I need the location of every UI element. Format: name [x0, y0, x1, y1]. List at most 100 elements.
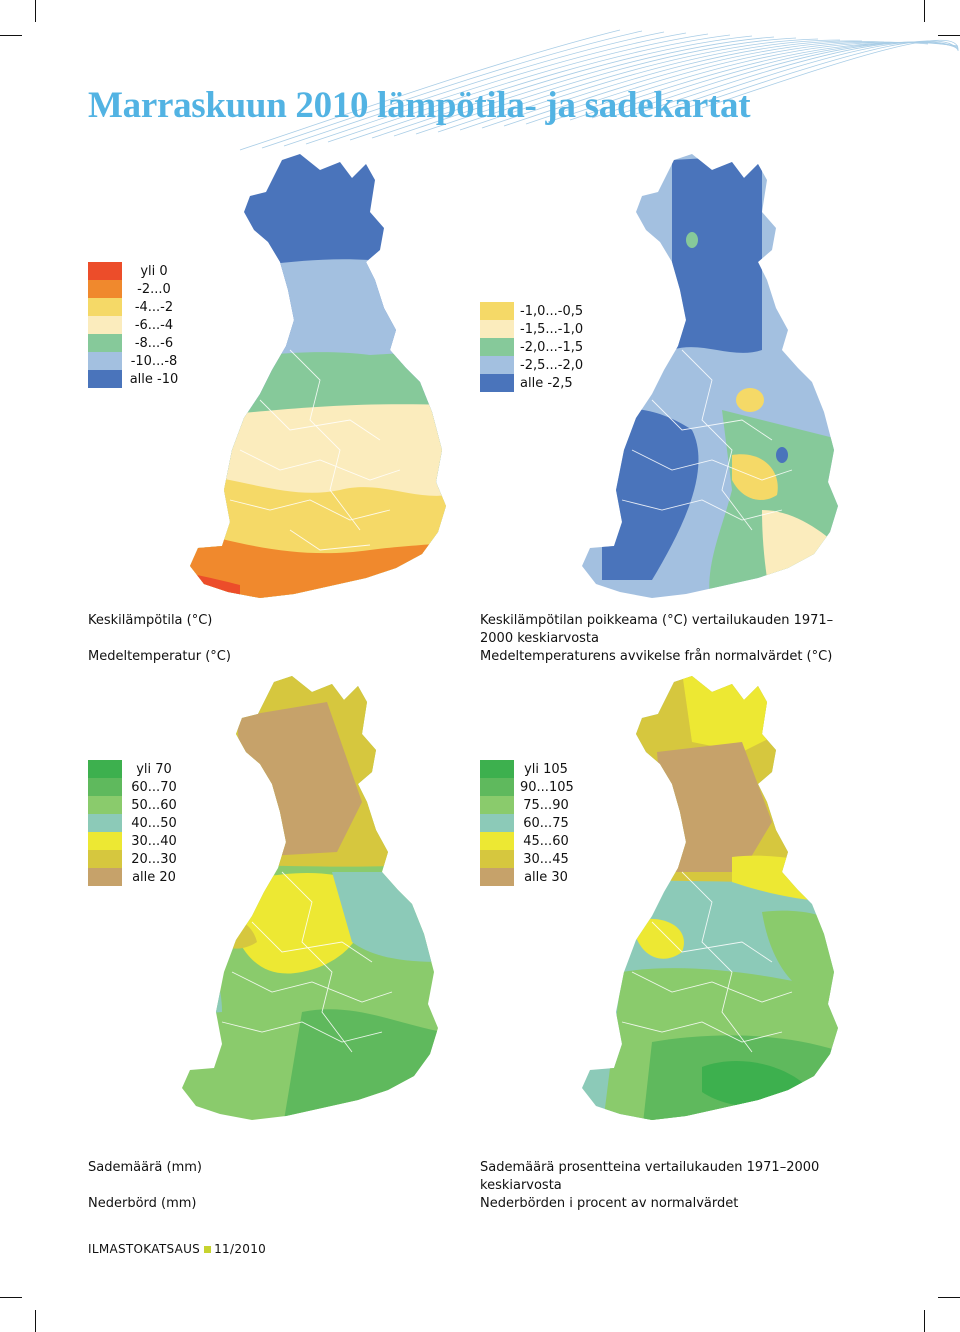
legend-swatch — [480, 868, 514, 886]
legend-item: 30...45 — [480, 850, 572, 868]
legend-swatch — [480, 778, 514, 796]
crop-mark-tr-v — [924, 0, 925, 22]
legend-item: yli 0 — [88, 262, 180, 280]
temperature-caption: Keskilämpötila (°C) Medeltemperatur (°C) — [88, 612, 231, 666]
legend-swatch — [480, 302, 514, 320]
caption-fi: Sademäärä (mm) — [88, 1160, 202, 1175]
legend-swatch — [480, 814, 514, 832]
legend-item: 50...60 — [88, 796, 180, 814]
crop-mark-bl-h — [0, 1297, 22, 1298]
legend-swatch — [88, 370, 122, 388]
legend-swatch — [480, 320, 514, 338]
legend-swatch — [88, 850, 122, 868]
crop-mark-tl-v — [35, 0, 36, 22]
temperature-anomaly-map — [582, 154, 838, 598]
legend-swatch — [88, 760, 122, 778]
legend-label: yli 70 — [136, 761, 172, 777]
legend-label: alle 30 — [524, 869, 568, 885]
legend-label: 75...90 — [523, 797, 569, 813]
legend-item: -4...-2 — [88, 298, 180, 316]
temperature-map — [190, 154, 446, 598]
crop-mark-tr-h — [938, 35, 960, 36]
legend-label: 50...60 — [131, 797, 177, 813]
temperature-anomaly-caption: Keskilämpötilan poikkeama (°C) vertailuk… — [480, 612, 833, 666]
legend-swatch — [88, 868, 122, 886]
legend-item: 30...40 — [88, 832, 180, 850]
legend-swatch — [480, 338, 514, 356]
caption-sv: Medeltemperaturens avvikelse från normal… — [480, 649, 833, 664]
legend-label: 90...105 — [520, 779, 574, 795]
caption-sv: Medeltemperatur (°C) — [88, 649, 231, 664]
legend-label: -2,5...-2,0 — [520, 357, 584, 373]
legend-label: 60...70 — [131, 779, 177, 795]
legend-swatch — [480, 796, 514, 814]
caption-fi: Keskilämpötila (°C) — [88, 613, 213, 628]
legend-item: -2,5...-2,0 — [480, 356, 584, 374]
legend-swatch — [88, 334, 122, 352]
legend-label: -2...0 — [137, 281, 171, 297]
legend-item: yli 105 — [480, 760, 572, 778]
caption-fi-line2: 2000 keskiarvosta — [480, 631, 599, 646]
legend-swatch — [480, 374, 514, 392]
legend-swatch — [88, 316, 122, 334]
legend-label: -10...-8 — [130, 353, 178, 369]
caption-fi-line1: Sademäärä prosentteina vertailukauden 19… — [480, 1160, 820, 1175]
crop-mark-br-h — [938, 1297, 960, 1298]
legend-swatch — [480, 832, 514, 850]
legend-label: 30...45 — [523, 851, 569, 867]
crop-mark-bl-v — [35, 1310, 36, 1332]
legend-item: 40...50 — [88, 814, 180, 832]
legend-swatch — [88, 832, 122, 850]
legend-swatch — [480, 356, 514, 374]
legend-label: 45...60 — [523, 833, 569, 849]
precipitation-caption: Sademäärä (mm) Nederbörd (mm) — [88, 1159, 202, 1213]
legend-item: alle -10 — [88, 370, 180, 388]
legend-label: alle -10 — [129, 371, 179, 387]
page-title: Marraskuun 2010 lämpötila- ja sadekartat — [88, 85, 751, 126]
precipitation-percent-caption: Sademäärä prosentteina vertailukauden 19… — [480, 1159, 819, 1213]
legend-item: -10...-8 — [88, 352, 180, 370]
legend-label: -2,0...-1,5 — [520, 339, 584, 355]
legend-item: -6...-4 — [88, 316, 180, 334]
legend-label: 40...50 — [131, 815, 177, 831]
temperature-anomaly-legend: -1,0...-0,5 -1,5...-1,0 -2,0...-1,5 -2,5...… — [480, 302, 584, 392]
legend-label: alle 20 — [132, 869, 176, 885]
caption-fi-line2: keskiarvosta — [480, 1178, 562, 1193]
footer: ILMASTOKATSAUS 11/2010 — [88, 1242, 266, 1256]
legend-swatch — [88, 814, 122, 832]
legend-item: alle -2,5 — [480, 374, 573, 392]
legend-item: alle 30 — [480, 868, 572, 886]
legend-label: -1,0...-0,5 — [520, 303, 584, 319]
legend-label: 60...75 — [523, 815, 569, 831]
publication-name: ILMASTOKATSAUS — [88, 1242, 201, 1256]
legend-item: -1,5...-1,0 — [480, 320, 584, 338]
precipitation-legend: yli 70 60...70 50...60 40...50 30...40 20...3… — [88, 760, 180, 886]
legend-item: 60...70 — [88, 778, 180, 796]
legend-item: 45...60 — [480, 832, 572, 850]
legend-swatch — [88, 778, 122, 796]
legend-swatch — [480, 760, 514, 778]
legend-label: alle -2,5 — [520, 375, 573, 391]
legend-swatch — [88, 298, 122, 316]
crop-mark-br-v — [924, 1310, 925, 1332]
legend-label: yli 0 — [140, 263, 168, 279]
legend-item: yli 70 — [88, 760, 180, 778]
legend-item: 75...90 — [480, 796, 572, 814]
legend-item: -2...0 — [88, 280, 180, 298]
caption-sv: Nederbörden i procent av normalvärdet — [480, 1196, 739, 1211]
caption-sv: Nederbörd (mm) — [88, 1196, 197, 1211]
legend-item: -1,0...-0,5 — [480, 302, 584, 320]
temperature-legend: yli 0 -2...0 -4...-2 -6...-4 -8...-6 -10...-8… — [88, 262, 180, 388]
legend-item: 90...105 — [480, 778, 574, 796]
legend-swatch — [88, 352, 122, 370]
legend-label: 30...40 — [131, 833, 177, 849]
legend-label: -6...-4 — [134, 317, 174, 333]
legend-item: 20...30 — [88, 850, 180, 868]
decorative-lines — [239, 29, 959, 151]
legend-item: -8...-6 — [88, 334, 180, 352]
footer-square-icon — [204, 1245, 212, 1253]
legend-label: -1,5...-1,0 — [520, 321, 584, 337]
legend-item: alle 20 — [88, 868, 180, 886]
precipitation-percent-legend: yli 105 90...105 75...90 60...75 45...60 30..… — [480, 760, 574, 886]
legend-label: -4...-2 — [134, 299, 174, 315]
